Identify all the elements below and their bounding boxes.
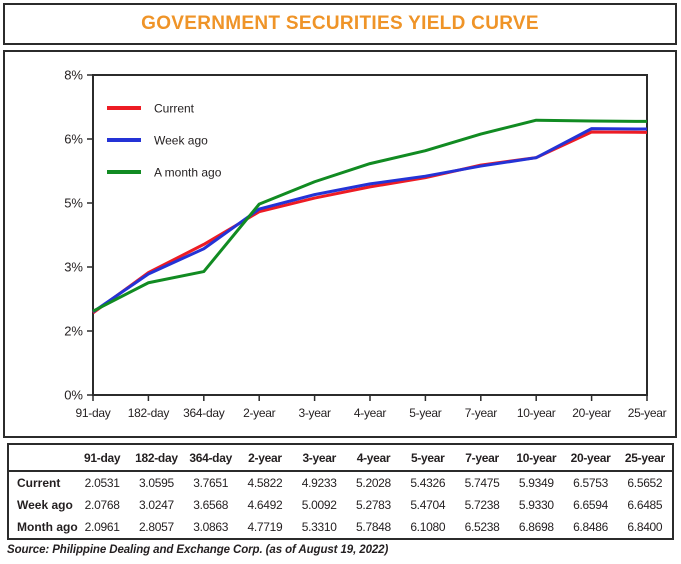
yield-curve-chart: 0% 2% 3% 5% 6% 8% 91-day 182-day 364-day 2-year 3-… <box>64 68 667 421</box>
x-axis-label: 3-year <box>298 406 331 420</box>
table-cell: 5.9330 <box>518 498 554 512</box>
x-axis-label: 25-year <box>628 406 667 420</box>
table-cell: 5.7238 <box>464 498 500 512</box>
table-cell: 4.9233 <box>301 476 337 490</box>
table-cell: 5.9349 <box>518 476 554 490</box>
plot-frame <box>92 74 648 396</box>
table-header-cell: 2-year <box>248 450 282 465</box>
legend-label: Current <box>154 102 195 116</box>
page-title: GOVERNMENT SECURITIES YIELD CURVE <box>141 13 539 34</box>
title-box: GOVERNMENT SECURITIES YIELD CURVE <box>3 3 677 45</box>
legend-label: Week ago <box>154 134 208 148</box>
series-line-week-ago <box>92 127 648 314</box>
series-line-a-month-ago <box>92 118 648 313</box>
table-header-cell: 5-year <box>410 450 445 465</box>
table-row-label: Week ago <box>17 498 73 512</box>
table-cell: 5.4326 <box>410 476 446 490</box>
table-cell: 3.6568 <box>193 498 229 512</box>
x-axis-label: 182-day <box>128 406 170 420</box>
y-axis-label: 6% <box>64 132 83 147</box>
table-header-cell: 91-day <box>84 450 121 465</box>
table-row-label: Month ago <box>17 520 78 534</box>
table-cell: 6.5238 <box>464 520 500 534</box>
table-cell: 6.8486 <box>573 520 609 534</box>
table-cell: 5.7475 <box>464 476 500 490</box>
table-header-cell: 7-year <box>465 450 499 465</box>
table-cell: 5.2783 <box>356 498 391 512</box>
table-cell: 6.8698 <box>518 520 554 534</box>
table-cell: 2.0768 <box>84 498 120 512</box>
table-cell: 6.6485 <box>627 498 663 512</box>
table-cell: 3.0247 <box>138 498 174 512</box>
x-axis-label: 4-year <box>354 406 387 420</box>
table-row: Week ago 2.0768 3.0247 3.6568 4.6492 5.0092 5.… <box>9 494 672 516</box>
table-row-label: Current <box>17 476 61 490</box>
table-cell: 4.5822 <box>247 476 283 490</box>
table-cell: 5.7848 <box>356 520 391 534</box>
y-axis-label: 3% <box>64 260 83 275</box>
table-cell: 2.8057 <box>138 520 174 534</box>
table-header-cell: 4-year <box>356 450 391 465</box>
table-cell: 4.6492 <box>247 498 283 512</box>
table-cell: 6.8400 <box>627 520 663 534</box>
x-axis-label: 91-day <box>76 406 111 420</box>
table-cell: 6.6594 <box>573 498 609 512</box>
source-note: Source: Philippine Dealing and Exchange … <box>7 544 389 556</box>
table-cell: 5.4704 <box>410 498 446 512</box>
y-axis-label: 5% <box>64 196 83 211</box>
table-header-cell: 3-year <box>302 450 336 465</box>
table-cell: 5.3310 <box>301 520 337 534</box>
series-line-current <box>92 130 648 315</box>
y-axis-label: 8% <box>64 68 83 83</box>
y-axis-label: 2% <box>64 324 83 339</box>
table-cell: 6.5753 <box>573 476 609 490</box>
table-row: Current 2.0531 3.0595 3.7651 4.5822 4.9233 5.2… <box>9 472 672 494</box>
table-cell: 6.1080 <box>410 520 446 534</box>
table-header-cell: 20-year <box>570 450 611 465</box>
x-axis-label: 5-year <box>409 406 442 420</box>
table-header-cell: 25-year <box>624 450 665 465</box>
table-header-cell: 182-day <box>135 450 178 465</box>
table-cell: 5.0092 <box>301 498 337 512</box>
x-axis-label: 7-year <box>465 406 498 420</box>
x-axis-label: 364-day <box>183 406 225 420</box>
table-body: Current 2.0531 3.0595 3.7651 4.5822 4.9233 5.2… <box>9 472 672 538</box>
x-axis-label: 10-year <box>517 406 556 420</box>
chart-box: 0% 2% 3% 5% 6% 8% 91-day 182-day 364-day 2-year 3-… <box>3 50 677 438</box>
table-header-cell: 10-year <box>516 450 557 465</box>
table-row: Month ago 2.0961 2.8057 3.0863 4.7719 5.3310 5… <box>9 516 672 538</box>
table-cell: 6.5652 <box>627 476 663 490</box>
rates-table: 91-day 182-day 364-day 2-year 3-year 4-year 5-… <box>7 443 674 540</box>
table-cell: 2.0531 <box>84 476 120 490</box>
table-header-cell: 364-day <box>189 450 232 465</box>
table-cell: 3.7651 <box>193 476 229 490</box>
x-axis-label: 2-year <box>243 406 276 420</box>
table-cell: 3.0595 <box>138 476 174 490</box>
table-cell: 5.2028 <box>356 476 391 490</box>
table-cell: 2.0961 <box>84 520 120 534</box>
y-axis-label: 0% <box>64 388 83 403</box>
table-cell: 3.0863 <box>193 520 229 534</box>
x-axis-label: 20-year <box>572 406 611 420</box>
table-header-row: 91-day 182-day 364-day 2-year 3-year 4-year 5-… <box>9 445 672 472</box>
table-cell: 4.7719 <box>247 520 283 534</box>
legend-label: A month ago <box>154 166 222 180</box>
